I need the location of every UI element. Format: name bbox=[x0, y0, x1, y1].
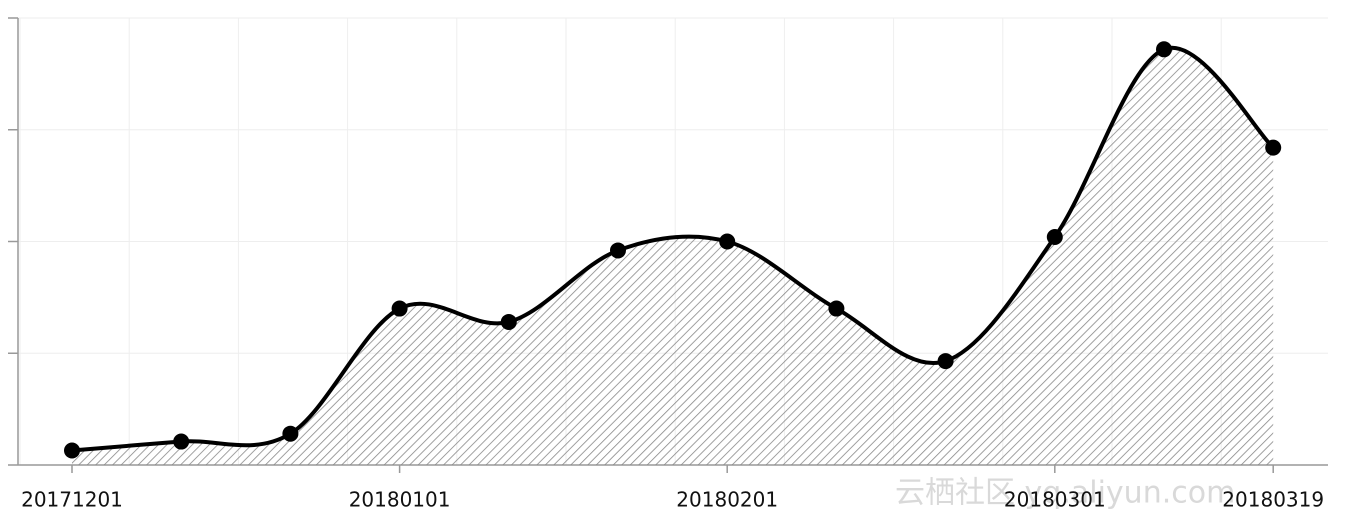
point bbox=[1156, 41, 1172, 58]
point bbox=[719, 233, 736, 250]
x-tick-label: 20180201 bbox=[676, 488, 778, 512]
x-tick-label: 20180101 bbox=[349, 488, 451, 512]
point bbox=[282, 425, 299, 442]
point bbox=[1046, 229, 1063, 246]
point bbox=[64, 442, 80, 459]
point bbox=[937, 353, 954, 370]
point bbox=[173, 433, 190, 450]
watermark: 云栖社区 yq.aliyun.com bbox=[895, 476, 1235, 511]
point bbox=[610, 242, 626, 259]
x-tick-label: 20180319 bbox=[1222, 488, 1324, 512]
point bbox=[500, 313, 517, 330]
x-tick-label: 20180301 bbox=[1004, 488, 1106, 512]
x-tick-label: 20171201 bbox=[21, 488, 123, 512]
area-fill bbox=[72, 47, 1274, 466]
point bbox=[391, 300, 408, 317]
point bbox=[1265, 139, 1282, 156]
point bbox=[828, 300, 845, 317]
